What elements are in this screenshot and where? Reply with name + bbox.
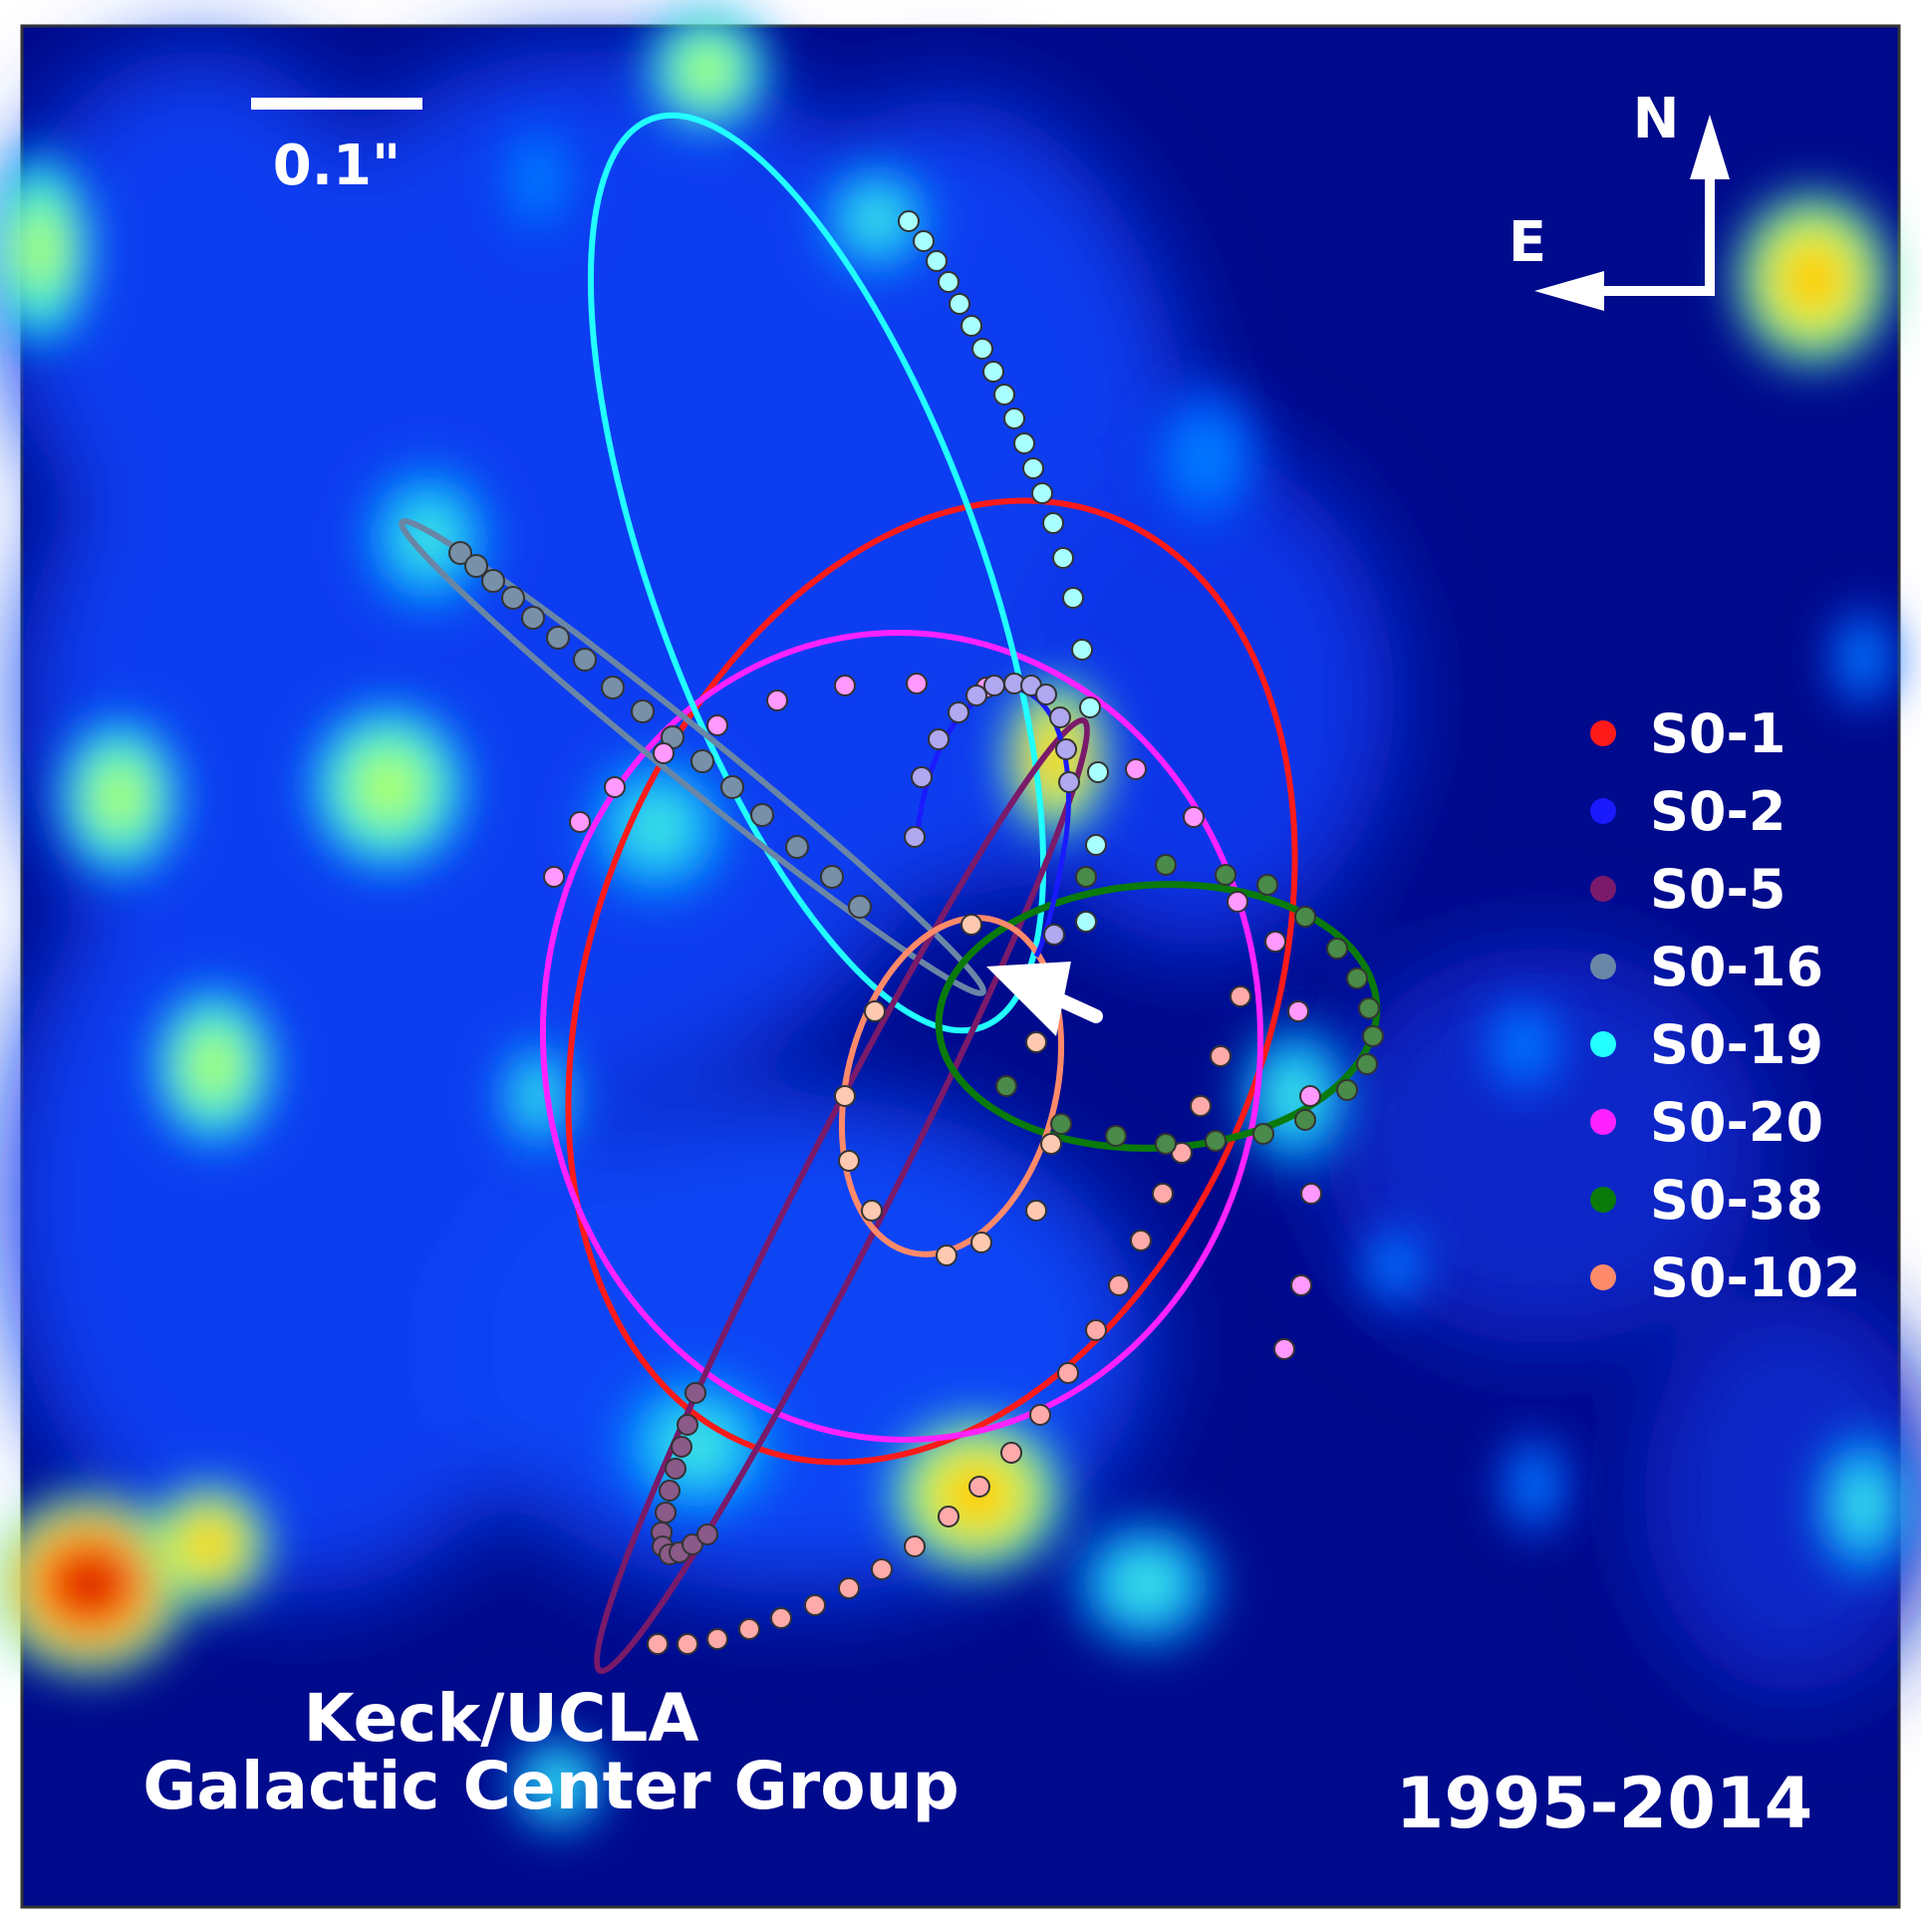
- credit-line-1: Keck/UCLA: [303, 1680, 698, 1757]
- legend-label: S0-1: [1650, 702, 1785, 765]
- legend-label: S0-16: [1650, 936, 1823, 998]
- legend-label: S0-2: [1650, 780, 1785, 843]
- compass-east-label: E: [1509, 210, 1546, 275]
- legend-swatch: [1590, 798, 1616, 824]
- legend: S0-1 S0-2 S0-5 S0-16 S0-19 S0-20 S0-38: [1590, 702, 1861, 1309]
- legend-label: S0-102: [1650, 1246, 1861, 1309]
- legend-swatch: [1590, 954, 1616, 979]
- legend-swatch: [1590, 720, 1616, 746]
- legend-swatch: [1590, 1264, 1616, 1290]
- legend-entry: S0-5: [1590, 858, 1785, 921]
- orbit-s0-1: [565, 497, 1298, 1466]
- legend-entry: S0-19: [1590, 1013, 1823, 1076]
- legend-entry: S0-20: [1590, 1091, 1823, 1154]
- legend-entry: S0-38: [1590, 1169, 1823, 1232]
- compass-north-label: N: [1633, 87, 1680, 151]
- legend-swatch: [1590, 1109, 1616, 1135]
- compass: N E: [1509, 87, 1730, 311]
- orbit-s0-20: [539, 630, 1264, 1443]
- orbit-s0-5: [593, 716, 1091, 1675]
- central-arrow-icon: [986, 962, 1103, 1036]
- legend-entry: S0-2: [1590, 780, 1785, 843]
- observations: [448, 210, 1384, 1655]
- legend-entry: S0-102: [1590, 1246, 1861, 1309]
- orbit-s0-16: [399, 518, 986, 996]
- legend-swatch: [1590, 1031, 1616, 1057]
- orbit-s0-102: [838, 915, 1065, 1257]
- legend-entry: S0-1: [1590, 702, 1785, 765]
- legend-swatch: [1590, 1187, 1616, 1213]
- legend-swatch: [1590, 876, 1616, 902]
- legend-entry: S0-16: [1590, 936, 1823, 998]
- credit-line-2: Galactic Center Group: [142, 1748, 960, 1824]
- scale-bar-label: 0.1": [273, 134, 401, 198]
- legend-label: S0-5: [1650, 858, 1785, 921]
- orbit-s0-19: [587, 112, 1047, 1034]
- legend-label: S0-19: [1650, 1013, 1823, 1076]
- date-range: 1995-2014: [1396, 1763, 1813, 1844]
- scale-bar: 0.1": [251, 98, 422, 198]
- legend-label: S0-38: [1650, 1169, 1823, 1232]
- credit: Keck/UCLA Galactic Center Group: [142, 1680, 960, 1824]
- legend-label: S0-20: [1650, 1091, 1823, 1154]
